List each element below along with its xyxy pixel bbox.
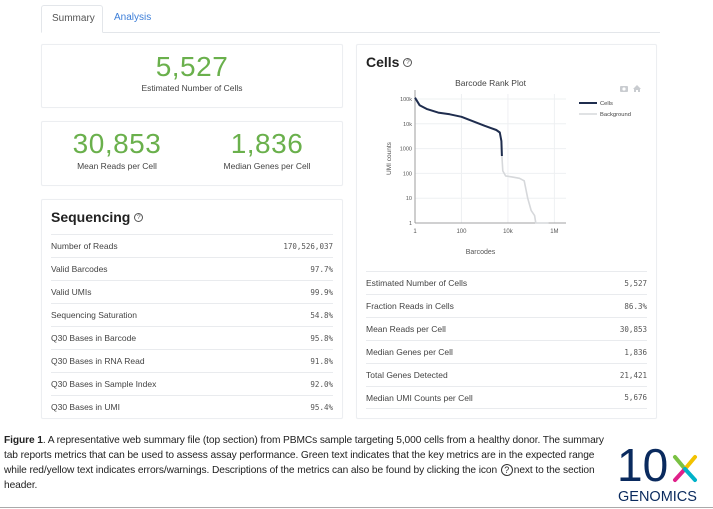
row-value: 5,527 xyxy=(624,278,647,288)
row-label: Number of Reads xyxy=(51,241,118,251)
row-label: Q30 Bases in Sample Index xyxy=(51,379,157,389)
sequencing-table: Number of Reads 170,526,037 Valid Barcodes… xyxy=(51,234,333,418)
x-tick-label: 1M xyxy=(550,229,558,235)
mean-reads-metric: 30,853 Mean Reads per Cell xyxy=(42,127,192,171)
legend-label-cells: Cells xyxy=(600,101,613,107)
x-tick-label: 1 xyxy=(413,229,417,235)
y-tick-label: 100k xyxy=(400,97,412,103)
caption-text: . A representative web summary file (top… xyxy=(4,435,604,476)
help-icon[interactable]: ? xyxy=(134,212,144,222)
row-label: Estimated Number of Cells xyxy=(366,278,468,288)
row-value: 92.0% xyxy=(310,379,333,389)
row-label: Valid UMIs xyxy=(51,287,92,297)
table-row: Q30 Bases in UMI 95.4% xyxy=(51,395,333,418)
table-row: Median Genes per Cell 1,836 xyxy=(366,340,647,363)
row-label: Valid Barcodes xyxy=(51,264,108,274)
row-label: Total Genes Detected xyxy=(366,370,448,380)
help-icon: ? xyxy=(500,464,513,477)
row-value: 21,421 xyxy=(619,370,647,380)
y-tick-label: 100 xyxy=(403,171,412,177)
tab-bar: Summary Analysis xyxy=(41,5,660,33)
y-tick-label: 10k xyxy=(403,122,412,128)
logo-genomics: GENOMICS xyxy=(618,489,697,505)
series-line-background xyxy=(501,155,549,224)
row-value: 97.7% xyxy=(310,264,333,274)
camera-icon[interactable] xyxy=(620,86,628,92)
table-row: Total Genes Detected 21,421 xyxy=(366,363,647,386)
x-tick-label: 10k xyxy=(503,229,514,235)
estimated-cells-value: 5,527 xyxy=(155,51,229,82)
cells-title: Cells? xyxy=(366,54,413,70)
figure-caption: Figure 1. A representative web summary f… xyxy=(4,433,606,493)
table-row: Q30 Bases in Barcode 95.8% xyxy=(51,326,333,349)
tab-summary[interactable]: Summary xyxy=(41,5,103,33)
cells-table: Estimated Number of Cells 5,527 Fraction R… xyxy=(366,271,647,409)
table-row: Valid Barcodes 97.7% xyxy=(51,257,333,280)
row-value: 170,526,037 xyxy=(283,241,333,251)
reads-genes-card: 30,853 Mean Reads per Cell 1,836 Median … xyxy=(41,121,343,186)
sequencing-title-text: Sequencing xyxy=(51,209,131,225)
x-tick-label: 100 xyxy=(456,229,467,235)
row-value: 5,676 xyxy=(624,393,647,402)
table-row: Fraction Reads in Cells 86.3% xyxy=(366,294,647,317)
tab-analysis[interactable]: Analysis xyxy=(114,12,152,23)
row-label: Median UMI Counts per Cell xyxy=(366,392,473,403)
barcode-rank-plot: Barcode Rank Plot 1 100 10k 1M 1 10 100 1000 10k 1… xyxy=(386,78,641,256)
row-value: 95.4% xyxy=(310,402,333,412)
table-row: Number of Reads 170,526,037 xyxy=(51,234,333,257)
row-label: Q30 Bases in Barcode xyxy=(51,333,137,343)
mean-reads-label: Mean Reads per Cell xyxy=(77,161,157,171)
row-value: 86.3% xyxy=(624,301,647,311)
median-genes-label: Median Genes per Cell xyxy=(223,161,311,171)
y-tick-label: 1000 xyxy=(400,147,412,153)
row-value: 95.8% xyxy=(310,333,333,343)
sequencing-title: Sequencing? xyxy=(51,209,144,225)
row-label: Mean Reads per Cell xyxy=(366,324,446,334)
table-row: Mean Reads per Cell 30,853 xyxy=(366,317,647,340)
bottom-divider xyxy=(0,507,713,508)
table-row: Q30 Bases in Sample Index 92.0% xyxy=(51,372,333,395)
row-value: 1,836 xyxy=(624,347,647,357)
row-label: Sequencing Saturation xyxy=(51,310,138,320)
median-genes-value: 1,836 xyxy=(230,128,304,159)
median-genes-metric: 1,836 Median Genes per Cell xyxy=(192,127,342,171)
cells-card: Cells? Barcode Rank Plot 1 100 10k 1M 1 10 100 1… xyxy=(356,44,657,419)
table-row: Median UMI Counts per Cell 5,676 xyxy=(366,386,647,409)
chart-title: Barcode Rank Plot xyxy=(455,78,527,88)
estimated-cells-card: 5,527 Estimated Number of Cells xyxy=(41,44,343,108)
table-row: Estimated Number of Cells 5,527 xyxy=(366,271,647,294)
row-value: 54.8% xyxy=(310,310,333,320)
mean-reads-value: 30,853 xyxy=(72,128,162,159)
logo-10: 10 xyxy=(617,443,668,491)
estimated-cells-label: Estimated Number of Cells xyxy=(141,83,243,93)
caption-text-end: next to the section header. xyxy=(4,465,595,491)
series-line-cells xyxy=(414,97,503,157)
table-row: Sequencing Saturation 54.8% xyxy=(51,303,333,326)
row-value: 99.9% xyxy=(310,287,333,297)
logo-x-icon xyxy=(673,455,697,482)
legend-label-background: Background xyxy=(600,112,631,118)
row-label: Q30 Bases in UMI xyxy=(51,402,120,412)
y-axis-label: UMI counts xyxy=(386,141,393,175)
row-value: 30,853 xyxy=(619,324,647,334)
sequencing-card: Sequencing? Number of Reads 170,526,037 Va… xyxy=(41,199,343,419)
row-label: Median Genes per Cell xyxy=(366,347,453,357)
home-icon[interactable] xyxy=(633,85,641,92)
cells-title-text: Cells xyxy=(366,54,400,70)
row-value: 91.8% xyxy=(310,356,333,366)
x-axis-label: Barcodes xyxy=(466,249,496,256)
y-tick-label: 10 xyxy=(406,196,412,202)
10x-genomics-logo: 10 GENOMICS xyxy=(617,443,697,505)
y-tick-label: 1 xyxy=(409,221,412,227)
table-row: Valid UMIs 99.9% xyxy=(51,280,333,303)
table-row: Q30 Bases in RNA Read 91.8% xyxy=(51,349,333,372)
row-label: Q30 Bases in RNA Read xyxy=(51,356,145,366)
row-label: Fraction Reads in Cells xyxy=(366,301,454,311)
caption-figure-label: Figure 1 xyxy=(4,435,43,446)
help-icon[interactable]: ? xyxy=(403,57,413,67)
